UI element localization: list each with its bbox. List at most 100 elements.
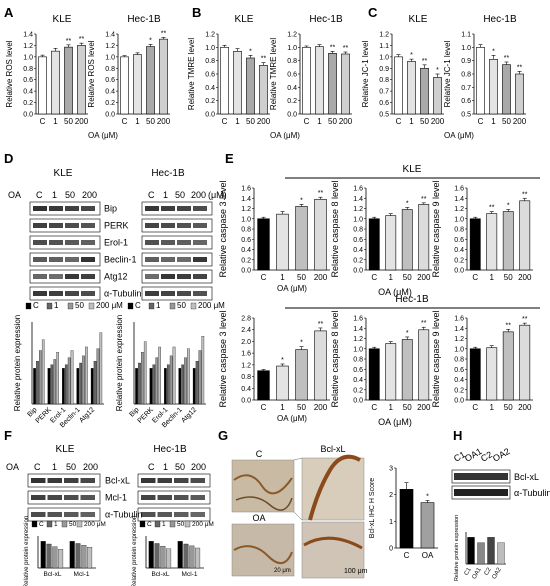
f-lane-200: 200	[83, 462, 98, 472]
bar	[220, 47, 229, 115]
d-lane-1-hec: 1	[163, 190, 168, 200]
panel-letter-e: E	[225, 151, 234, 166]
bar	[164, 368, 167, 405]
bar	[87, 547, 93, 569]
y-tick-label: 0.2	[287, 98, 297, 105]
bar	[399, 489, 414, 549]
blot-label: α-Tubulin	[104, 289, 141, 299]
d-lane-c: C	[36, 190, 43, 200]
y-tick-label: 1.4	[105, 32, 115, 39]
legend-label: 1	[162, 521, 166, 528]
y-tick-label: 2.8	[241, 316, 251, 323]
x-tick-label: 1	[53, 117, 58, 126]
blot-band	[49, 223, 63, 228]
blot-band	[177, 257, 191, 262]
blot-band	[49, 274, 63, 279]
f-lane-200-hec: 200	[191, 462, 206, 472]
bar	[476, 47, 485, 115]
bar	[53, 359, 57, 405]
h-lane-c1: C1	[452, 449, 467, 463]
x-tick-label: C	[261, 273, 267, 282]
blot-band	[81, 274, 95, 279]
y-tick-label: 0.4	[353, 377, 363, 384]
legend-label: 50	[177, 521, 185, 528]
blot-band	[193, 240, 207, 245]
d-blot-header: KLE Hec-1B OA C 1 50 200 C 1 50 200 (μM)	[8, 168, 227, 200]
blot-band	[177, 240, 191, 245]
y-tick-label: 0.6	[454, 237, 464, 244]
chart-b-kle: 1.2 1.0 0.8 0.6 0.4 0.2 0.0 KLE Relative TMRE le…	[187, 14, 271, 126]
legend-label: 200 μM	[84, 521, 106, 528]
chart-g: 3 2 1 0 Bcl-xL IHC H Score C * OA	[369, 466, 438, 560]
bar	[259, 65, 268, 115]
f-blot-header: KLE Hec-1B OA C 1 50 200 C 1 50 200	[6, 444, 206, 472]
legend-swatch	[169, 520, 176, 528]
blot-band	[161, 240, 175, 245]
x-tick-label: 50	[328, 117, 337, 126]
y-tick-label: 0.8	[205, 58, 215, 65]
x-tick-label: C	[40, 117, 46, 126]
y-tick-label: 0.2	[105, 100, 115, 107]
bar	[178, 368, 182, 405]
blot-band	[141, 495, 156, 500]
bar	[70, 350, 74, 405]
y-tick-label: 0.2	[205, 98, 215, 105]
x-tick-label: Atg12	[180, 406, 198, 424]
x-tick-label: C	[122, 117, 128, 126]
y-tick-label: 0.6	[105, 77, 115, 84]
g-connector-bot	[293, 511, 303, 521]
x-tick-label: C	[222, 117, 228, 126]
bar	[276, 365, 289, 401]
y-tick-label: 1.0	[461, 45, 471, 52]
significance-marker: **	[504, 55, 510, 62]
y-tick-label: 1.2	[287, 32, 297, 39]
y-tick-label: 1.2	[23, 43, 33, 50]
blot-band	[80, 512, 95, 517]
chart-layer: 1.4 1.2 1.0 0.8 0.6 0.4 0.2 0.0 KLE Relative ROS …	[5, 14, 533, 586]
bar	[328, 53, 337, 115]
significance-marker: *	[406, 200, 409, 207]
legend-label: 50	[69, 521, 77, 528]
bar	[401, 209, 413, 271]
y-tick-label: 0.8	[353, 357, 363, 364]
x-tick-label: Bcl-xL	[43, 571, 61, 578]
h-band-2	[454, 489, 508, 496]
y-tick-label: 0.0	[454, 268, 464, 275]
bar	[368, 348, 380, 401]
x-tick-label: 200	[314, 273, 328, 282]
y-tick-label: 0.0	[287, 112, 297, 119]
y-axis-label: Relative ROS level	[5, 40, 14, 107]
significance-marker: *	[410, 52, 413, 59]
x-tick-label: 1	[389, 273, 394, 282]
y-tick-label: 2	[389, 492, 393, 499]
legend-label: 50	[75, 301, 84, 310]
y-axis-label: Relative TMRE level	[269, 38, 278, 111]
d-kle-title: KLE	[54, 168, 73, 179]
y-tick-label: 0.8	[379, 77, 389, 84]
y-tick-label: 0.8	[454, 357, 464, 364]
bar	[82, 355, 85, 405]
bar	[489, 59, 498, 115]
y-tick-label: 0.4	[205, 85, 215, 92]
y-tick-label: 1.6	[353, 186, 363, 193]
blot-band	[157, 495, 172, 500]
y-tick-label: 1.2	[379, 32, 389, 39]
bar	[77, 45, 86, 115]
y-tick-label: 1.0	[454, 346, 464, 353]
panel-letter-d: D	[4, 151, 13, 166]
blot-label: α-Tubulin	[105, 510, 142, 520]
legend-swatch	[148, 302, 155, 310]
y-tick-label: 0.6	[461, 98, 471, 105]
h-lane-oa2: OA2	[491, 446, 512, 464]
d-lane-50-hec: 50	[175, 190, 185, 200]
y-axis-label: Relative protein expression	[13, 315, 22, 412]
bar	[276, 213, 289, 271]
y-tick-label: 0.0	[241, 398, 251, 405]
bar	[195, 361, 199, 405]
chart-a-kle: 1.4 1.2 1.0 0.8 0.6 0.4 0.2 0.0 KLE Relative ROS …	[5, 14, 89, 126]
y-tick-label: 0.2	[454, 257, 464, 264]
y-tick-label: 1.0	[353, 216, 363, 223]
blot-band	[49, 257, 63, 262]
x-tick-label: 200	[417, 273, 431, 282]
bar	[198, 350, 202, 405]
